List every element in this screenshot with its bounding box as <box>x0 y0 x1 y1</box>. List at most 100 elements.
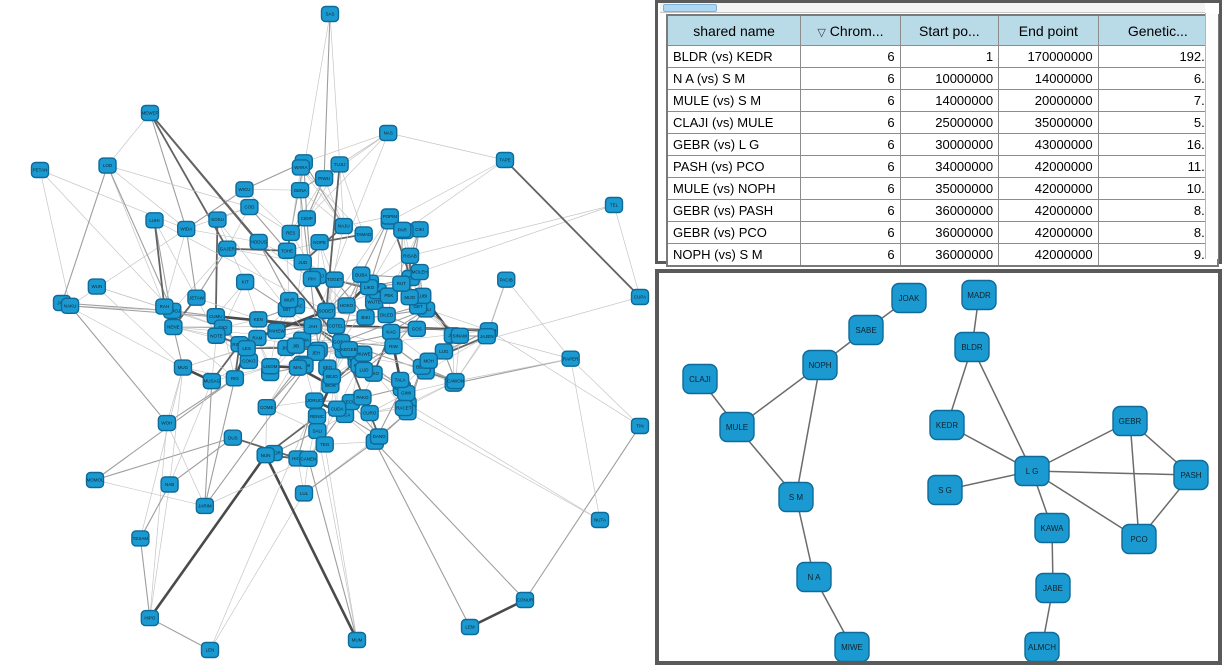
network-node[interactable]: TOGET <box>325 271 344 288</box>
network-node[interactable]: WUR <box>280 291 299 309</box>
network-node[interactable]: CURO <box>360 404 379 422</box>
table-cell[interactable]: MULE (vs) S M <box>666 89 802 112</box>
network-node[interactable]: MUSAG <box>202 372 222 390</box>
table-cell[interactable]: 6 <box>800 155 901 178</box>
network-node[interactable]: SALI <box>308 422 327 440</box>
main-network-panel[interactable]: SASPETANMEWEPJITUTAPETELCUPALENMUMLEMMOM… <box>0 0 655 669</box>
network-node[interactable]: CIDIP <box>297 210 316 227</box>
network-node[interactable]: HIPO <box>140 609 160 627</box>
network-node[interactable]: COTEL <box>326 317 346 335</box>
network-node[interactable]: S G <box>927 474 963 506</box>
table-cell[interactable]: 9.9 <box>1097 243 1219 267</box>
network-node[interactable]: KIT <box>235 273 255 291</box>
network-node[interactable]: MAL <box>288 359 308 376</box>
table-row[interactable]: GEBR (vs) L G 6 30000000 43000000 16.9 <box>666 133 1219 156</box>
table-cell[interactable]: NOPH (vs) S M <box>666 243 802 267</box>
network-node[interactable]: PAHEW <box>267 322 286 340</box>
network-node[interactable]: JABE <box>1035 572 1071 604</box>
table-cell[interactable]: 36000000 <box>899 221 1000 244</box>
table-row[interactable]: GEBR (vs) PCO 6 36000000 42000000 8.4 <box>666 221 1219 244</box>
table-cell[interactable]: 14000000 <box>899 89 1000 112</box>
network-node[interactable]: NENE <box>164 318 183 336</box>
table-cell[interactable]: 5.9 <box>1097 111 1219 134</box>
network-node[interactable]: MOLEH <box>410 263 429 281</box>
network-node[interactable]: KEDR <box>929 409 965 441</box>
network-node[interactable]: WARA <box>291 159 311 176</box>
network-node[interactable]: GEBR <box>1112 405 1148 437</box>
network-node[interactable]: PAR <box>393 221 412 239</box>
network-node[interactable]: PAKO <box>353 389 372 406</box>
table-cell[interactable]: 192.0 <box>1097 45 1219 68</box>
network-node[interactable]: RIW <box>384 338 403 355</box>
network-node[interactable]: HODUS <box>249 233 268 251</box>
network-node[interactable]: PACIB <box>497 271 516 288</box>
network-node[interactable]: WOH <box>157 414 177 432</box>
table-row[interactable]: MULE (vs) NOPH 6 35000000 42000000 10.5 <box>666 177 1219 200</box>
table-cell[interactable]: 6 <box>800 45 901 68</box>
network-node[interactable]: GENA <box>290 182 310 199</box>
network-node[interactable]: MADR <box>961 279 997 311</box>
network-node[interactable]: RUT <box>392 275 411 292</box>
network-node[interactable]: TESAM <box>131 530 150 547</box>
network-node[interactable]: NOTE <box>207 327 226 344</box>
table-cell[interactable]: 34000000 <box>899 155 1000 178</box>
network-node[interactable]: PIWU <box>314 170 334 187</box>
network-node[interactable]: DANO <box>369 428 389 445</box>
network-node[interactable]: MEWEP <box>140 104 160 122</box>
network-node[interactable]: NAS <box>379 124 398 142</box>
table-cell[interactable]: 25000000 <box>899 111 1000 134</box>
network-node[interactable]: MOH <box>419 352 438 369</box>
network-node[interactable]: NAKU <box>60 297 80 315</box>
network-node[interactable]: CUPA <box>630 288 650 306</box>
table-row[interactable]: MULE (vs) S M 6 14000000 20000000 7.5 <box>666 89 1219 112</box>
table-cell[interactable]: 6 <box>800 111 901 134</box>
table-row[interactable]: BLDR (vs) KEDR 6 1 170000000 192.0 <box>666 45 1219 68</box>
network-node[interactable]: MULE <box>719 411 755 443</box>
network-node[interactable]: JAH <box>303 318 322 335</box>
network-node[interactable]: JARIM <box>195 497 215 515</box>
network-node[interactable]: JETAW <box>187 289 206 306</box>
network-node[interactable]: MIWE <box>834 631 870 662</box>
network-node[interactable]: TEG <box>315 436 334 453</box>
table-cell[interactable]: GEBR (vs) PCO <box>666 221 802 244</box>
network-node[interactable]: JIB <box>286 337 306 354</box>
network-node[interactable]: CONUR <box>515 591 535 609</box>
network-node[interactable]: JORUC <box>305 392 324 409</box>
network-node[interactable]: LUL <box>294 485 314 502</box>
network-node[interactable]: S M <box>778 481 814 513</box>
filter-icon[interactable]: ▽ <box>817 26 826 39</box>
table-cell[interactable]: 6 <box>800 243 901 267</box>
network-node[interactable]: SOSU <box>208 211 227 228</box>
table-cell[interactable]: 1 <box>899 45 1000 68</box>
network-node[interactable]: NAB <box>160 476 179 493</box>
network-node[interactable]: COME <box>257 398 276 416</box>
network-node[interactable]: SABE <box>848 314 884 346</box>
network-node[interactable]: TAMAD <box>354 226 373 243</box>
table-cell[interactable]: 6 <box>800 221 901 244</box>
network-node[interactable]: CANEN <box>299 450 318 467</box>
table-cell[interactable]: 36000000 <box>899 199 1000 222</box>
network-node[interactable]: NOPE <box>310 234 329 251</box>
network-node[interactable]: DUS <box>223 429 243 446</box>
network-node[interactable]: HOKO <box>337 297 356 314</box>
network-node[interactable]: BEJO <box>322 368 342 385</box>
table-cell[interactable]: 6.6 <box>1097 67 1219 90</box>
network-node[interactable]: CLAJI <box>682 363 718 395</box>
table-row[interactable]: PASH (vs) PCO 6 34000000 42000000 11.4 <box>666 155 1219 178</box>
network-node[interactable]: TAPE <box>495 151 515 169</box>
network-node[interactable]: TOHE <box>277 242 297 259</box>
network-node[interactable]: LUG <box>434 343 454 360</box>
network-node[interactable]: MUM <box>347 631 367 649</box>
main-network-canvas[interactable]: SASPETANMEWEPJITUTAPETELCUPALENMUMLEMMOM… <box>0 0 655 669</box>
table-cell[interactable]: 6 <box>800 89 901 112</box>
table-cell[interactable]: 43000000 <box>998 133 1099 156</box>
horizontal-scrollbar-thumb[interactable] <box>663 4 717 12</box>
network-node[interactable]: KAG <box>381 323 401 341</box>
table-cell[interactable]: 14000000 <box>998 67 1099 90</box>
network-node[interactable]: LEM <box>460 618 480 636</box>
network-node[interactable]: KEN <box>249 311 268 328</box>
table-cell[interactable]: 6 <box>800 199 901 222</box>
network-node[interactable]: NAJU <box>334 217 353 235</box>
network-node[interactable]: RENIC <box>307 408 327 425</box>
